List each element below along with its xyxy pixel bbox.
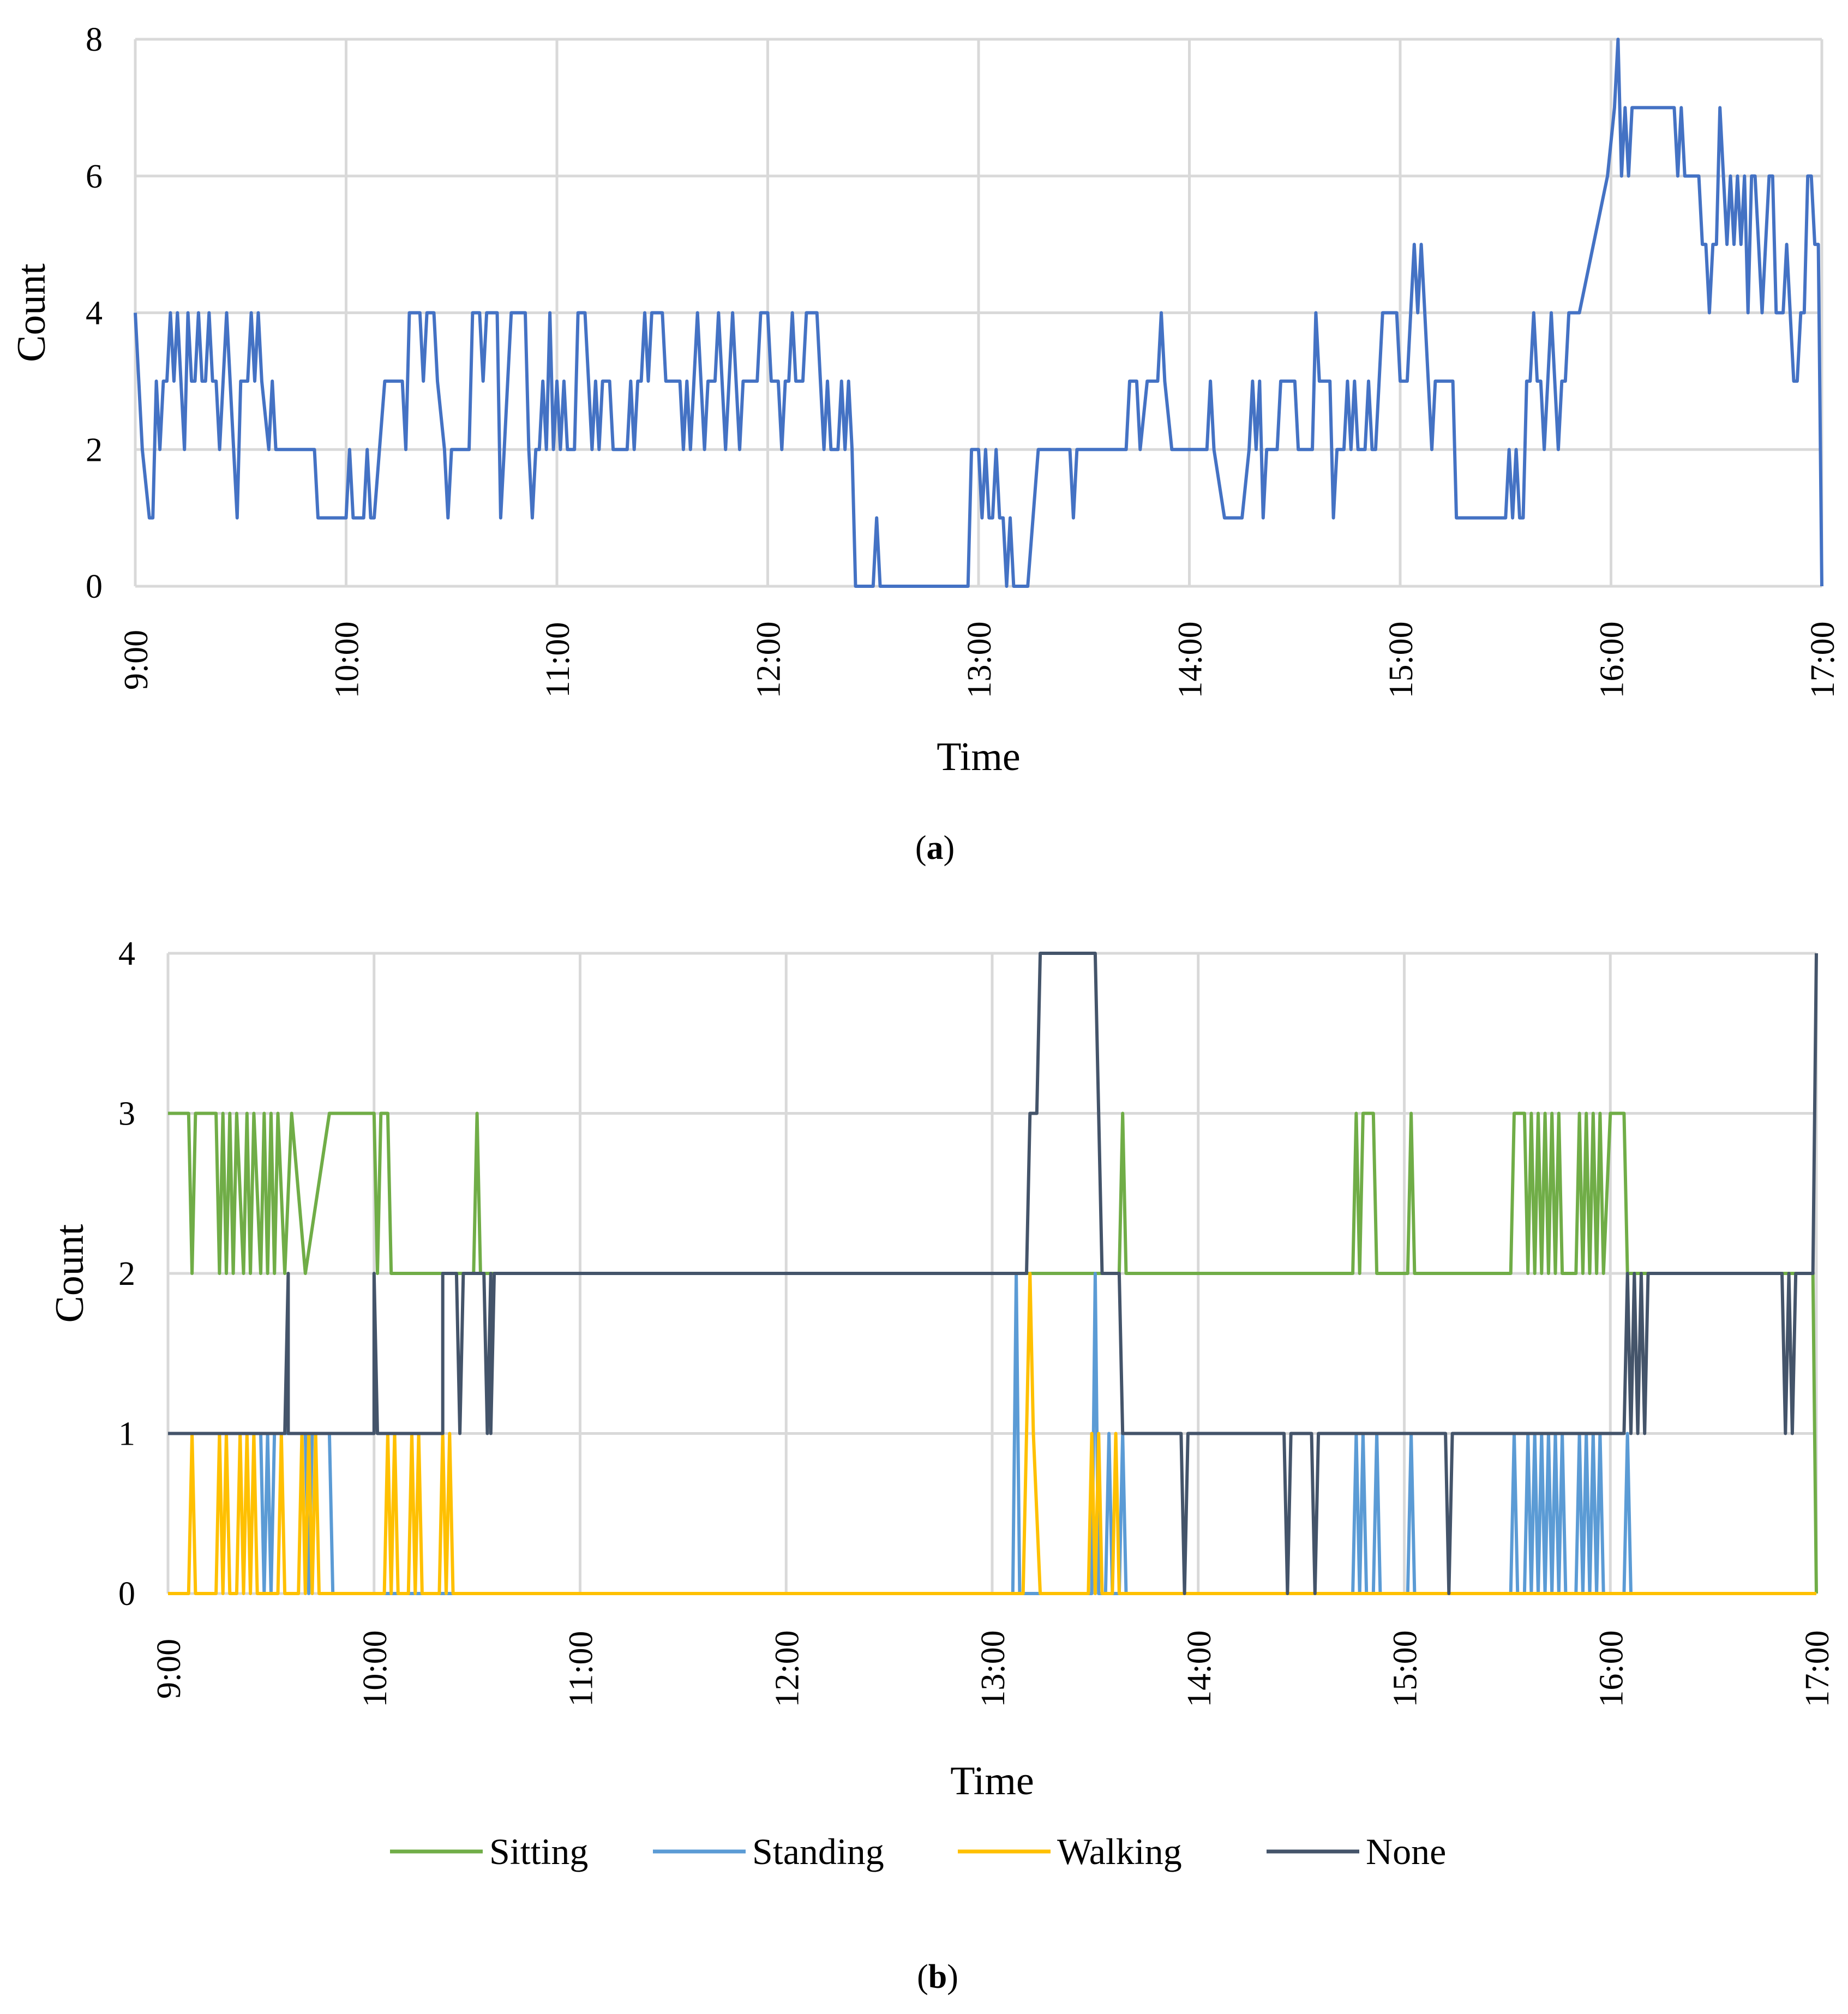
x-tick-label: 14:00 (1181, 1630, 1218, 1707)
legend-label-sitting: Sitting (489, 1831, 588, 1872)
y-tick-label: 2 (118, 1255, 135, 1292)
y-axis-title: Count (47, 1224, 92, 1322)
legend-label-standing: Standing (752, 1831, 884, 1872)
caption-paren-close: ) (947, 1958, 958, 1995)
x-tick-label: 15:00 (1387, 1630, 1424, 1707)
x-tick-label: 15:00 (1383, 621, 1420, 698)
x-tick-label: 12:00 (751, 621, 788, 698)
caption-paren-open: ( (915, 829, 927, 867)
y-tick-label: 0 (118, 1576, 135, 1613)
y-tick-label: 0 (86, 568, 103, 605)
x-axis-title: Time (937, 735, 1021, 779)
legend: Sitting Standing Walking None (390, 1831, 1446, 1872)
x-tick-label: 17:00 (1804, 621, 1841, 698)
x-tick-label: 9:00 (118, 630, 155, 690)
y-tick-label: 4 (118, 935, 135, 972)
y-tick-label: 4 (86, 295, 103, 332)
caption-paren-open: ( (917, 1958, 928, 1995)
x-tick-label: 10:00 (357, 1630, 394, 1707)
x-tick-label: 9:00 (151, 1639, 188, 1699)
chart-a: 0 2 4 6 8 9:00 10:00 11:00 12:00 13:00 14:00 15:00 1… (9, 21, 1841, 867)
x-tick-label: 11:00 (539, 622, 577, 698)
panel-caption: (b) (917, 1958, 958, 1995)
legend-label-walking: Walking (1057, 1831, 1182, 1872)
x-tick-label: 11:00 (563, 1631, 600, 1707)
caption-paren-close: ) (944, 829, 955, 867)
y-tick-label: 8 (86, 21, 103, 58)
caption-letter: b (928, 1958, 947, 1995)
x-tick-label: 16:00 (1594, 621, 1631, 698)
x-tick-label: 17:00 (1799, 1630, 1836, 1707)
x-tick-label: 16:00 (1593, 1630, 1630, 1707)
x-tick-label: 13:00 (961, 621, 998, 698)
y-tick-label: 2 (86, 431, 103, 468)
caption-letter: a (927, 829, 944, 867)
y-tick-label: 1 (118, 1416, 135, 1453)
x-tick-label: 14:00 (1172, 621, 1209, 698)
x-tick-label: 12:00 (769, 1630, 806, 1707)
chart-b: 0 1 2 3 4 9:00 10:00 11:00 12:00 13:00 14:00 15:00 1… (47, 935, 1836, 1995)
series-line-none (168, 952, 1818, 1595)
x-axis-title: Time (950, 1759, 1034, 1803)
series-line-sitting (168, 1111, 1818, 1594)
y-axis-title: Count (9, 263, 54, 362)
legend-label-none: None (1366, 1831, 1446, 1872)
series-line-count (134, 38, 1823, 588)
x-tick-label: 13:00 (975, 1630, 1012, 1707)
x-tick-label: 10:00 (329, 621, 366, 698)
series-line-walking (168, 1272, 1816, 1595)
y-tick-label: 3 (118, 1096, 135, 1133)
y-tick-label: 6 (86, 158, 103, 195)
panel-caption: (a) (915, 829, 955, 867)
